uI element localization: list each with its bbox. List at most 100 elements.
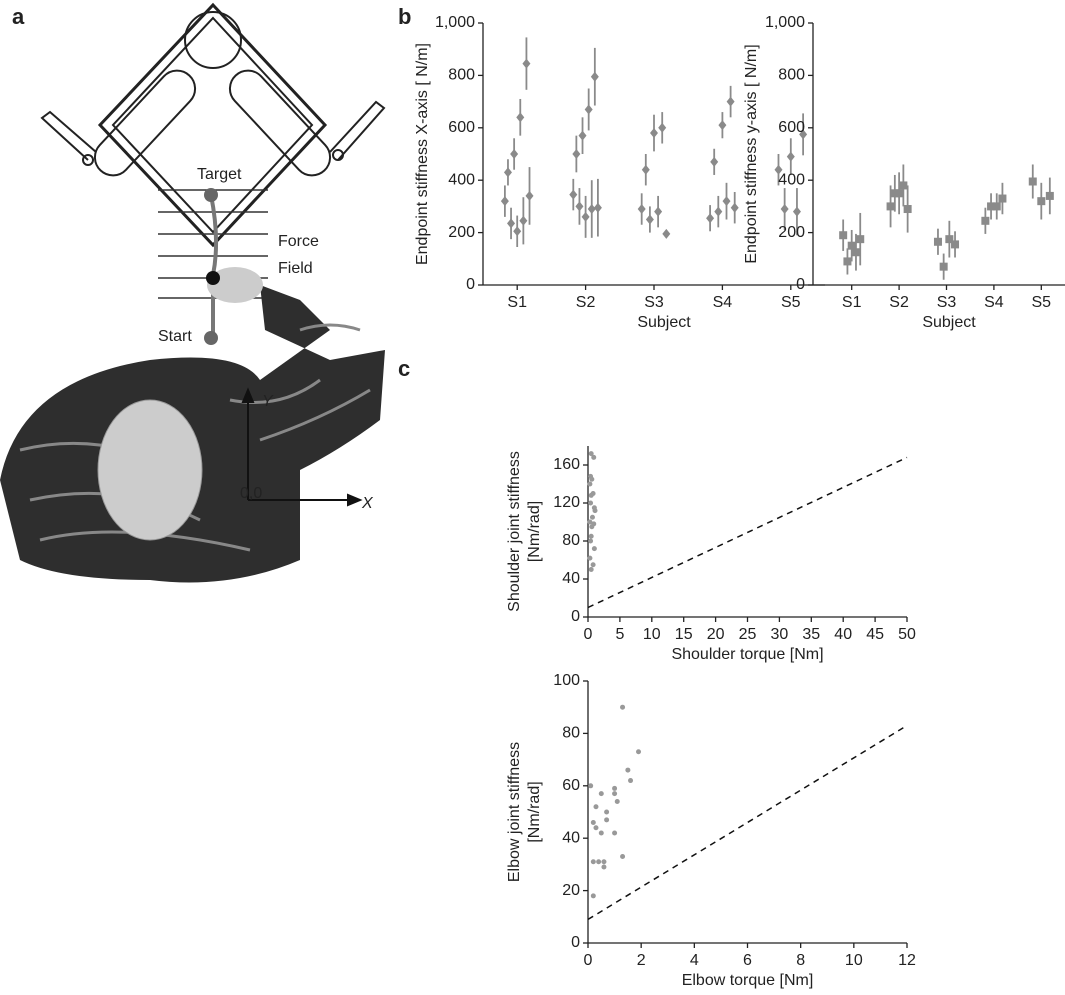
marker xyxy=(510,149,519,159)
x-tick-label: 25 xyxy=(739,626,757,643)
y-tick-label: 120 xyxy=(553,494,580,511)
y-tick-label: 400 xyxy=(778,171,805,188)
x-tick-label: 50 xyxy=(898,626,916,643)
x-tick-label: 35 xyxy=(802,626,820,643)
x-tick-label: 4 xyxy=(690,952,699,969)
panel-label: a xyxy=(12,4,25,29)
y-tick-label: 1,000 xyxy=(765,14,805,31)
y-tick-label: 0 xyxy=(571,934,580,951)
marker xyxy=(726,96,735,107)
marker xyxy=(525,190,534,201)
marker xyxy=(722,196,731,207)
marker xyxy=(1037,197,1046,206)
point xyxy=(598,791,604,797)
point xyxy=(588,567,594,572)
x-axis-label: Subject xyxy=(637,314,691,331)
point xyxy=(588,538,594,544)
x-axis-label: Shoulder torque [Nm] xyxy=(671,646,823,663)
point xyxy=(625,767,631,773)
y-axis-label: [Nm/rad] xyxy=(526,781,543,842)
marker xyxy=(792,206,801,217)
marker xyxy=(641,164,650,175)
point xyxy=(620,704,626,710)
x-tick-label: S3 xyxy=(937,294,957,311)
x-axis-label: Elbow torque [Nm] xyxy=(682,972,814,989)
start-dot xyxy=(204,331,218,345)
marker xyxy=(951,240,960,249)
marker xyxy=(945,235,954,244)
y-tick-label: 200 xyxy=(778,224,805,241)
marker xyxy=(886,202,895,211)
marker xyxy=(903,205,912,214)
y-tick-label: 0 xyxy=(466,276,475,293)
marker xyxy=(575,201,584,212)
x-tick-label: 6 xyxy=(743,952,752,969)
marker xyxy=(933,237,942,246)
point xyxy=(590,859,596,865)
point xyxy=(588,492,594,498)
diagram-label: Y xyxy=(262,393,274,410)
marker xyxy=(654,206,663,217)
panel-label: c xyxy=(398,356,410,381)
point xyxy=(598,830,604,836)
point xyxy=(589,514,595,520)
diagram-label: Start xyxy=(158,328,192,345)
y-tick-label: 60 xyxy=(562,777,580,794)
x-tick-label: 10 xyxy=(845,952,863,969)
x-tick-label: 30 xyxy=(771,626,789,643)
y-axis-label: Endpoint stiffness X-axis [ N/m] xyxy=(414,43,431,265)
path xyxy=(209,194,219,335)
marker xyxy=(572,149,581,159)
marker xyxy=(587,204,596,215)
y-tick-label: 600 xyxy=(778,119,805,136)
handle xyxy=(206,271,220,285)
marker xyxy=(569,189,578,200)
y-tick-label: 40 xyxy=(562,829,580,846)
y-tick-label: 800 xyxy=(778,67,805,84)
y-tick-label: 20 xyxy=(562,882,580,899)
x-tick-label: 5 xyxy=(615,626,624,643)
marker xyxy=(851,248,860,257)
point xyxy=(588,533,594,539)
marker xyxy=(519,215,528,226)
manipulandum xyxy=(40,2,386,248)
point xyxy=(587,519,593,525)
x-tick-label: S5 xyxy=(1032,294,1052,311)
marker xyxy=(895,189,904,198)
point xyxy=(620,854,626,860)
point xyxy=(588,451,594,457)
marker xyxy=(584,104,593,115)
marker xyxy=(578,130,587,141)
y-tick-label: 600 xyxy=(448,119,475,136)
point xyxy=(589,476,595,482)
head xyxy=(97,399,203,541)
marker xyxy=(522,58,531,69)
point xyxy=(593,825,599,831)
marker xyxy=(981,216,990,225)
marker xyxy=(503,167,512,178)
marker xyxy=(507,218,516,229)
target-dot xyxy=(204,188,218,202)
point xyxy=(587,555,593,561)
point xyxy=(590,893,596,899)
marker xyxy=(939,262,948,271)
x-tick-label: S4 xyxy=(713,294,733,311)
y-tick-label: 80 xyxy=(562,532,580,549)
y-tick-label: 400 xyxy=(448,171,475,188)
point xyxy=(592,508,598,514)
x-tick-label: 0 xyxy=(584,626,593,643)
x-axis-label: Subject xyxy=(922,314,976,331)
point xyxy=(636,749,642,755)
point xyxy=(628,778,634,784)
marker xyxy=(843,257,852,266)
x-tick-label: 40 xyxy=(834,626,852,643)
point xyxy=(589,524,595,530)
marker xyxy=(650,128,658,139)
y-tick-label: 1,000 xyxy=(435,14,475,31)
x-tick-label: 45 xyxy=(866,626,884,643)
marker xyxy=(500,196,509,207)
x-tick-label: 2 xyxy=(637,952,646,969)
reference-line xyxy=(587,456,908,609)
marker xyxy=(590,71,599,82)
marker xyxy=(1045,191,1054,200)
